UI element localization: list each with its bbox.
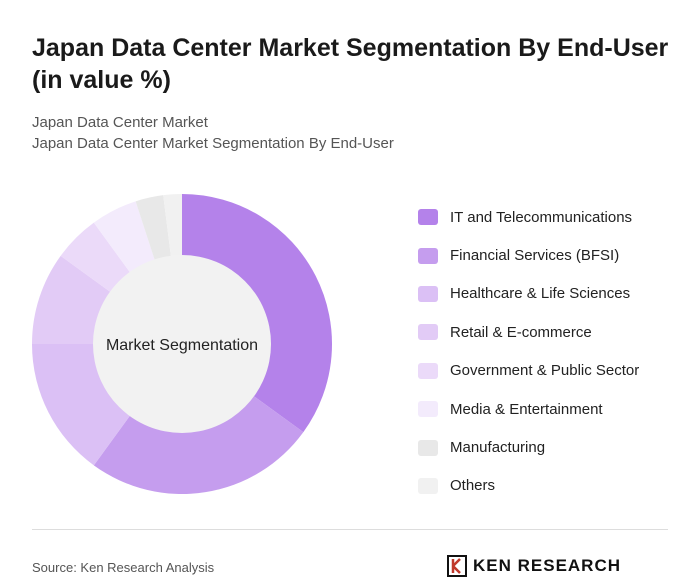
legend-label: Healthcare & Life Sciences bbox=[450, 285, 631, 303]
legend-label: Government & Public Sector bbox=[450, 362, 640, 380]
legend-swatch bbox=[418, 362, 438, 379]
legend: IT and Telecommunications Financial Servi… bbox=[418, 198, 639, 505]
legend-label: Others bbox=[450, 477, 496, 495]
donut-chart: Market Segmentation bbox=[32, 194, 332, 494]
legend-swatch bbox=[418, 439, 438, 456]
legend-swatch bbox=[418, 209, 438, 226]
legend-swatch bbox=[418, 477, 438, 494]
legend-label: Manufacturing bbox=[450, 439, 546, 457]
legend-label: Media & Entertainment bbox=[450, 400, 603, 418]
legend-swatch bbox=[418, 247, 438, 264]
legend-item: Healthcare & Life Sciences bbox=[418, 275, 639, 313]
legend-swatch bbox=[418, 285, 438, 302]
divider bbox=[32, 529, 668, 530]
logo-text: KEN RESEARCH bbox=[473, 556, 622, 575]
legend-item: Financial Services (BFSI) bbox=[418, 236, 639, 274]
legend-item: Government & Public Sector bbox=[418, 352, 639, 390]
ken-research-logo: KEN RESEARCH bbox=[447, 555, 621, 577]
donut-center bbox=[93, 255, 271, 433]
breadcrumb-segment: Japan Data Center Market Segmentation By… bbox=[32, 135, 394, 152]
center-label: Market Segmentation bbox=[106, 337, 258, 354]
legend-item: Retail & E-commerce bbox=[418, 313, 639, 351]
legend-label: IT and Telecommunications bbox=[450, 208, 633, 226]
legend-label: Retail & E-commerce bbox=[450, 323, 592, 341]
logo-icon bbox=[447, 555, 467, 577]
legend-item: Media & Entertainment bbox=[418, 390, 639, 428]
breadcrumb-market: Japan Data Center Market bbox=[32, 114, 208, 131]
chart-title: Japan Data Center Market Segmentation By… bbox=[32, 34, 669, 94]
legend-swatch bbox=[418, 324, 438, 341]
legend-item: IT and Telecommunications bbox=[418, 198, 639, 236]
source-note: Source: Ken Research Analysis bbox=[32, 560, 215, 575]
legend-item: Manufacturing bbox=[418, 428, 639, 466]
legend-swatch bbox=[418, 401, 438, 418]
legend-label: Financial Services (BFSI) bbox=[450, 247, 620, 265]
legend-item: Others bbox=[418, 467, 639, 505]
